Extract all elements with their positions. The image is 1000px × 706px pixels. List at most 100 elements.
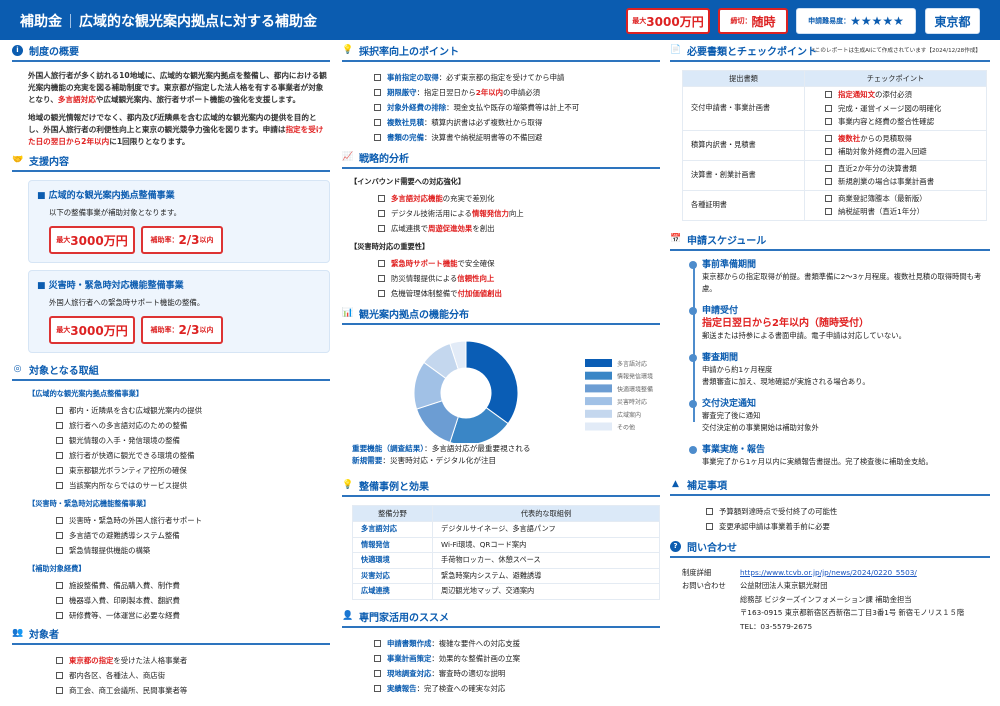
- checkbox-icon[interactable]: [56, 532, 63, 539]
- text-segment: 変更承認申請は事業着手前に必要: [719, 521, 830, 531]
- section-cases: 💡 整備事例と効果: [342, 479, 660, 497]
- checkbox-icon[interactable]: [825, 148, 832, 155]
- timeline-dot: [689, 306, 697, 315]
- text-segment: 2年以内: [475, 88, 504, 97]
- lightbulb-icon: 💡: [342, 480, 354, 490]
- checkbox-icon[interactable]: [825, 194, 832, 202]
- checkbox-icon[interactable]: [378, 290, 385, 297]
- text-segment: を受けた法人格事業者: [113, 656, 188, 665]
- checklist-item: 多言語対応機能の充実で差別化: [378, 191, 660, 206]
- checkbox-icon[interactable]: [378, 195, 385, 202]
- group-label: 【インバウンド需要への対応強化】: [350, 177, 466, 186]
- checkbox-icon[interactable]: [56, 467, 63, 474]
- item-text: 当該案内所ならではのサービス提供: [69, 481, 187, 490]
- checklist-item: 商業登記簿謄本（最新版）: [825, 192, 978, 206]
- timeline-text: 東京都からの指定取得が前提。書類準備に2〜3ヶ月程度。複数社見積の取得時間も考慮…: [702, 271, 982, 293]
- table-header: 代表的な取組例: [432, 505, 660, 522]
- lightbulb-icon: 💡: [342, 45, 354, 55]
- text-segment: を創出: [472, 224, 495, 233]
- section-contact: ? 問い合わせ: [670, 540, 990, 558]
- contact-info: 制度詳細 https://www.tcvb.or.jp/jp/news/2024…: [682, 566, 990, 634]
- text-segment: 外国人旅行者が多く訪れる10地域に、広域的な観光案内拠点を整備し、都内における観…: [28, 71, 327, 104]
- checkbox-icon[interactable]: [374, 669, 381, 677]
- documents-table: 提出書類 チェックポイント 交付申請書・事業計画書 指定通知文の添付必須 完成・運営イメ…: [682, 70, 987, 221]
- timeline-item: 事業実施・報告 事業完了から1ヶ月以内に実績報告書提出。完了検査後に補助金支給。: [689, 444, 990, 468]
- pill-value: 2/3: [178, 323, 200, 337]
- checkbox-icon[interactable]: [56, 517, 63, 524]
- checkbox-icon[interactable]: [56, 407, 63, 414]
- timeline-item: 審査期間 申請から約1ヶ月程度 書類審査に加え、現地確認が実施される場合あり。: [689, 352, 990, 388]
- checkbox-icon[interactable]: [374, 104, 381, 111]
- timeline-item: 交付決定通知 審査完了後に通知 交付決定前の事業開始は補助対象外: [689, 398, 990, 434]
- section-eligible: 👥 対象者: [12, 627, 330, 645]
- checkbox-icon[interactable]: [56, 482, 63, 489]
- target-icon: ◎: [13, 364, 22, 374]
- overview-paragraph: 外国人旅行者が多く訪れる10地域に、広域的な観光案内拠点を整備し、都内における観…: [28, 70, 330, 106]
- item-text: デジタル技術活用による情報発信力向上: [391, 209, 524, 218]
- table-header-row: 提出書類 チェックポイント: [682, 70, 987, 87]
- checkbox-icon[interactable]: [378, 210, 385, 217]
- checkbox-icon[interactable]: [378, 275, 385, 282]
- checkbox-icon[interactable]: [56, 547, 63, 554]
- checkbox-icon[interactable]: [825, 208, 832, 215]
- item-text: 実績報告：完了検査への確実な対応: [387, 684, 505, 693]
- item-text: 事業計画策定：効果的な整備計画の立案: [387, 654, 520, 663]
- checklist-item: 防災情報提供による信頼性向上: [378, 271, 660, 286]
- checkbox-icon[interactable]: [374, 654, 381, 662]
- info-icon: i: [12, 45, 23, 56]
- checkbox-icon[interactable]: [825, 178, 832, 185]
- checkbox-icon[interactable]: [374, 639, 381, 647]
- checkbox-icon[interactable]: [825, 164, 832, 172]
- header-bar: 補助金 広域的な観光案内拠点に対する補助金 最大 3000万円 締切： 随時 申請難易…: [0, 0, 1000, 40]
- checkbox-icon[interactable]: [825, 91, 832, 98]
- checkbox-icon[interactable]: [56, 597, 63, 604]
- section-support: 🤝 支援内容: [12, 154, 330, 172]
- item-text: 指定通知文の添付必須: [838, 90, 912, 99]
- checkbox-icon[interactable]: [378, 260, 385, 267]
- table-row: 快適環境 手荷物ロッカー、休憩スペース: [352, 552, 660, 569]
- checklist-item: 機器導入費、印刷製本費、翻訳費: [56, 593, 330, 608]
- checkbox-icon[interactable]: [825, 118, 832, 125]
- checkbox-icon[interactable]: [706, 522, 713, 530]
- checklist-item: 施設整備費、備品購入費、制作費: [56, 578, 330, 593]
- title-text: 広域的な観光案内拠点に対する補助金: [79, 14, 317, 30]
- checkbox-icon[interactable]: [378, 225, 385, 232]
- checklist-item: 多言語での避難誘導システム整備: [56, 528, 330, 543]
- checkbox-icon[interactable]: [706, 507, 713, 515]
- item-text: 緊急情報提供機能の構築: [69, 546, 150, 555]
- checkbox-icon[interactable]: [374, 134, 381, 141]
- checkbox-icon[interactable]: [374, 119, 381, 126]
- checkbox-icon[interactable]: [825, 134, 832, 142]
- checklist-item: 事業内容と経費の整合性確認: [825, 115, 978, 129]
- checkbox-icon[interactable]: [56, 657, 63, 664]
- checklist: 商業登記簿謄本（最新版） 納税証明書（直近1年分）: [825, 192, 978, 219]
- checkbox-icon[interactable]: [56, 687, 63, 694]
- amount-pills: 最大 3000万円 補助率： 2/3 以内: [49, 316, 319, 344]
- item-text: 商工会、商工会議所、民間事業者等: [69, 686, 187, 695]
- detail-link[interactable]: https://www.tcvb.or.jp/jp/news/2024/0220…: [740, 567, 917, 577]
- checkbox-icon[interactable]: [374, 89, 381, 96]
- section-strategy: 📈 戦略的分析: [342, 151, 660, 169]
- item-text: 施設整備費、備品購入費、制作費: [69, 581, 180, 590]
- text-segment: の申請必須: [503, 88, 541, 97]
- checkbox-icon[interactable]: [56, 452, 63, 459]
- timeline-item: 事前準備期間 東京都からの指定取得が前提。書類準備に2〜3ヶ月程度。複数社見積の取…: [689, 259, 990, 295]
- pill-value: 3000万円: [70, 233, 128, 248]
- item-text: 旅行者への多言語対応のための整備: [69, 421, 187, 430]
- checkbox-icon[interactable]: [374, 74, 381, 81]
- checkbox-icon[interactable]: [56, 422, 63, 429]
- amount-pills: 最大 3000万円 補助率： 2/3 以内: [49, 226, 319, 254]
- text-segment: 納税証明書（直近1年分）: [838, 207, 925, 216]
- rate-pill: 補助率： 2/3 以内: [141, 316, 223, 344]
- table-row: 決算書・創業計画書 直近2か年分の決算書類 新規創業の場合は事業計画書: [682, 159, 987, 191]
- checklist: 緊急時サポート機能で安全確保 防災情報提供による信頼性向上 危機管理体制整備で付加価…: [378, 256, 660, 301]
- checkbox-icon[interactable]: [825, 104, 832, 112]
- checkbox-icon[interactable]: [56, 437, 63, 444]
- item-text: 複数社見積：積算内訳書は必ず複数社から取得: [387, 118, 542, 127]
- checkbox-icon[interactable]: [56, 612, 63, 619]
- checkbox-icon[interactable]: [56, 672, 63, 679]
- calendar-icon: 📅: [670, 233, 682, 244]
- text-segment: 機器導入費、印刷製本費、翻訳費: [69, 596, 180, 605]
- checkbox-icon[interactable]: [374, 684, 381, 692]
- checkbox-icon[interactable]: [56, 582, 63, 589]
